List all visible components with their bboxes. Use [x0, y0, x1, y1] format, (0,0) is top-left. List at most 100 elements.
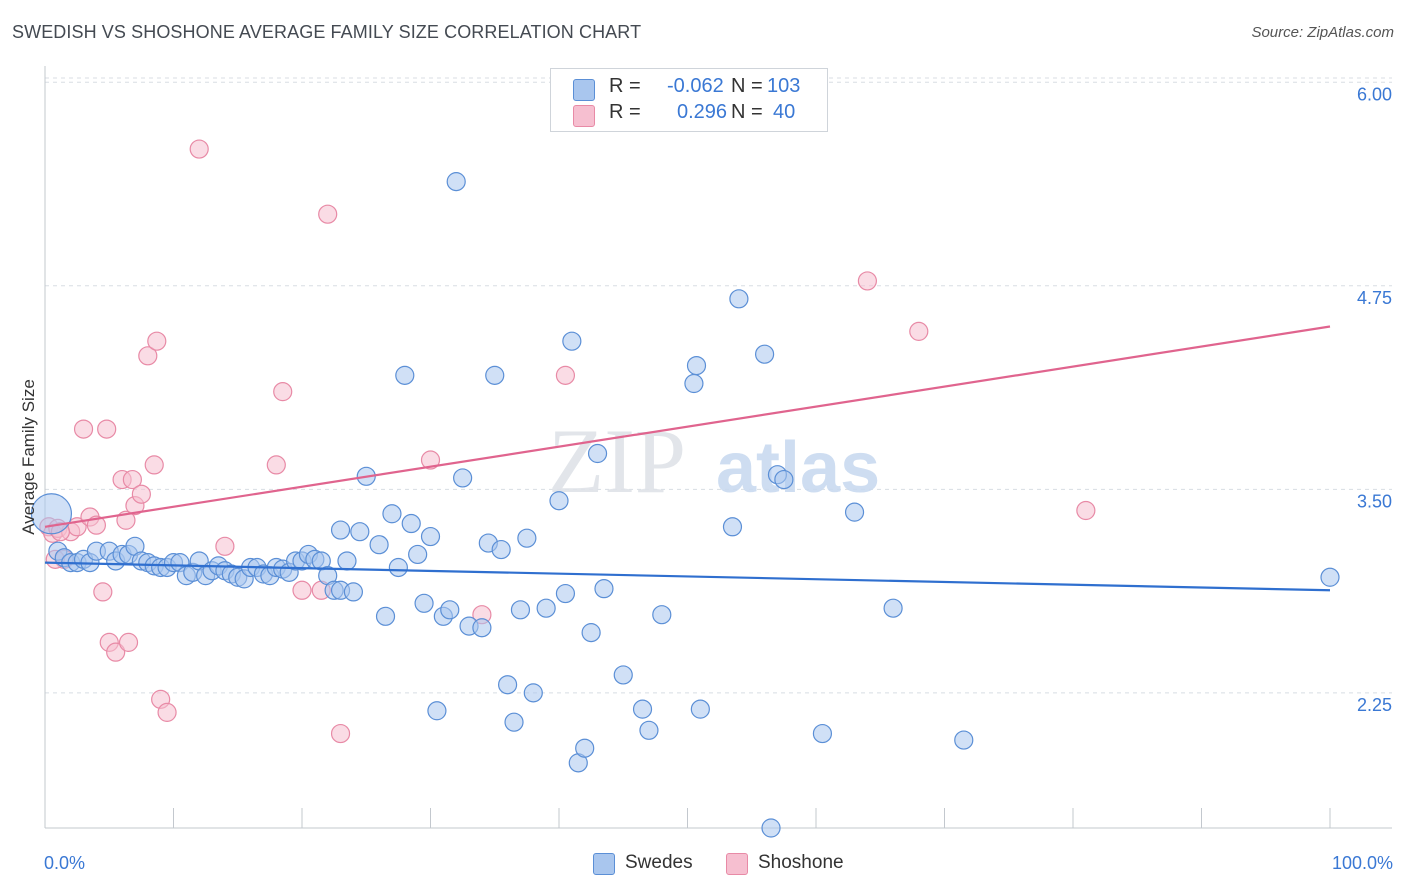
- shoshone-point: [86, 515, 107, 535]
- source-label: Source: ZipAtlas.com: [1251, 24, 1394, 41]
- shoshone-point: [857, 271, 878, 291]
- swedes-point: [485, 365, 505, 385]
- swedes-point: [684, 373, 704, 394]
- shoshone-point: [215, 536, 235, 556]
- y-tick-label-2: 4.75: [1357, 288, 1392, 308]
- swedes-point: [722, 517, 743, 537]
- shoshone-point: [118, 632, 139, 652]
- swedes-point: [472, 618, 492, 638]
- shoshone-point: [106, 642, 126, 662]
- shoshone-point: [330, 723, 351, 744]
- correlation-legend: R = -0.062 N = 103 R = 0.296 N = 40: [550, 68, 828, 132]
- swedes-point: [382, 504, 402, 524]
- swedes-point: [350, 522, 370, 542]
- swedes-point: [549, 491, 569, 511]
- swedes-point: [369, 535, 389, 555]
- swedes-point: [639, 720, 659, 740]
- shoshone-point: [273, 382, 293, 402]
- swedes-point: [395, 365, 415, 385]
- swedes-point: [498, 675, 518, 695]
- swedes-point: [575, 738, 595, 758]
- shoshone-point: [93, 582, 113, 602]
- shoshone-n-label: N =: [731, 101, 763, 123]
- swedes-point: [555, 583, 576, 604]
- shoshone-trend-line: [44, 325, 1331, 528]
- swedes-point: [510, 600, 531, 620]
- swedes-point: [844, 502, 865, 522]
- swedes-point: [613, 665, 633, 685]
- swedes-point: [1320, 567, 1340, 587]
- shoshone-point: [189, 139, 209, 159]
- shoshone-point: [122, 469, 142, 490]
- swedes-point: [652, 605, 672, 625]
- shoshone-legend-label: Shoshone: [758, 852, 844, 873]
- shoshone-point: [144, 455, 164, 475]
- swedes-point: [504, 712, 524, 732]
- y-tick-label-1: 3.50: [1357, 491, 1392, 511]
- swedes-point: [536, 598, 556, 618]
- axis-labels: 2.25 3.50 4.75 6.00 0.0% 100.0% Average Family…: [19, 84, 1393, 873]
- shoshone-point: [318, 204, 338, 224]
- chart-title: SWEDISH VS SHOSHONE AVERAGE FAMILY SIZE …: [12, 22, 642, 42]
- swedes-legend-label: Swedes: [625, 852, 693, 873]
- swedes-point: [453, 468, 473, 488]
- swedes-point: [414, 593, 434, 613]
- swedes-point: [812, 723, 833, 744]
- trend-lines: [44, 325, 1331, 592]
- swedes-point: [632, 699, 653, 719]
- swedes-point: [729, 289, 749, 309]
- shoshone-legend-swatch: [726, 853, 748, 875]
- swedes-point: [446, 172, 466, 192]
- shoshone-point: [909, 321, 929, 341]
- swedes-point: [883, 598, 903, 618]
- watermark-zip: ZIP: [548, 410, 686, 512]
- axes: [44, 66, 1392, 829]
- shoshone-point: [266, 455, 286, 475]
- swedes-point: [375, 606, 396, 626]
- swedes-trend-line: [44, 561, 1331, 592]
- shoshone-point: [420, 450, 441, 470]
- y-tick-label-3: 6.00: [1357, 84, 1392, 104]
- swedes-point: [420, 526, 441, 547]
- shoshone-point: [157, 702, 177, 722]
- swedes-point: [440, 600, 460, 620]
- swedes-point: [330, 520, 351, 540]
- y-axis-title: Average Family Size: [19, 379, 38, 535]
- swedes-points: [30, 172, 1340, 838]
- shoshone-point: [138, 346, 158, 366]
- shoshone-point: [73, 419, 94, 439]
- swedes-point: [594, 579, 614, 599]
- x-tick-label-1: 100.0%: [1332, 853, 1393, 873]
- swedes-n-value: 103: [767, 75, 801, 97]
- swedes-point: [337, 551, 357, 571]
- swedes-point: [401, 513, 421, 534]
- swedes-point: [761, 818, 781, 838]
- swedes-point: [562, 331, 582, 351]
- swedes-swatch: [573, 79, 595, 101]
- swedes-point: [954, 730, 974, 750]
- swedes-point: [587, 443, 608, 464]
- shoshone-point: [555, 365, 576, 385]
- swedes-point: [517, 528, 537, 548]
- swedes-point: [581, 623, 601, 643]
- shoshone-point: [1076, 500, 1096, 521]
- swedes-point: [408, 544, 428, 565]
- shoshone-n-value: 40: [773, 101, 796, 123]
- swedes-point: [686, 355, 707, 376]
- swedes-point: [774, 469, 794, 490]
- shoshone-point: [147, 331, 167, 351]
- swedes-r-label: R =: [609, 75, 641, 97]
- swedes-point: [690, 699, 710, 719]
- swedes-point: [343, 582, 363, 602]
- shoshone-r-value: 0.296: [677, 101, 728, 123]
- watermark: ZIP atlas: [548, 410, 880, 512]
- swedes-legend-swatch: [593, 853, 615, 875]
- shoshone-point: [131, 484, 151, 504]
- shoshone-point: [292, 580, 312, 600]
- shoshone-point: [97, 419, 117, 439]
- swedes-point: [388, 557, 408, 578]
- swedes-point: [523, 683, 543, 703]
- x-tick-label-0: 0.0%: [44, 853, 85, 873]
- y-tick-label-0: 2.25: [1357, 695, 1392, 715]
